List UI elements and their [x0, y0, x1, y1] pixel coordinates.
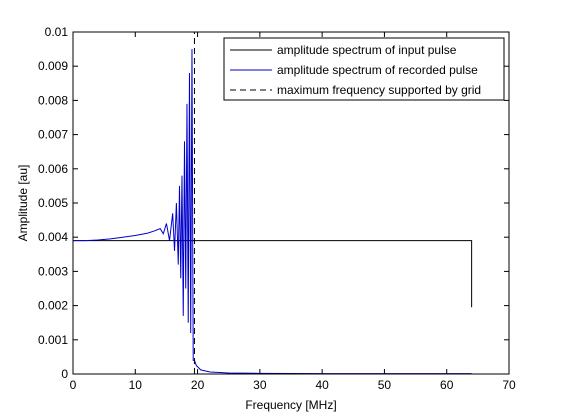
y-tick-label: 0.003: [38, 264, 68, 278]
ticks-layer: 0 10 20 30 40 50 60 70 0 0.001 0.002 0.003 0.004 0.00…: [38, 25, 516, 392]
x-tick-label: 20: [191, 378, 205, 392]
legend-label-input-pulse: amplitude spectrum of input pulse: [277, 43, 457, 57]
x-tick-label: 50: [378, 378, 392, 392]
y-tick-label: 0.009: [38, 59, 68, 73]
y-tick-label: 0.005: [38, 196, 68, 210]
y-tick-label: 0.002: [38, 299, 68, 313]
x-tick-label: 10: [129, 378, 143, 392]
legend: amplitude spectrum of input pulse amplit…: [223, 37, 505, 101]
x-tick-label: 0: [70, 378, 77, 392]
x-tick-label: 40: [315, 378, 329, 392]
y-tick-label: 0.007: [38, 128, 68, 142]
y-tick-label: 0.008: [38, 93, 68, 107]
x-tick-label: 30: [253, 378, 267, 392]
legend-label-recorded-pulse: amplitude spectrum of recorded pulse: [277, 63, 478, 77]
x-tick-label: 70: [502, 378, 516, 392]
x-axis-label: Frequency [MHz]: [245, 398, 336, 412]
x-tick-label: 60: [440, 378, 454, 392]
y-tick-label: 0.01: [45, 25, 69, 39]
y-axis-label: Amplitude [au]: [16, 165, 30, 242]
legend-label-max-frequency: maximum frequency supported by grid: [277, 83, 481, 97]
recorded-pulse-line: [73, 49, 472, 375]
y-tick-label: 0: [61, 367, 68, 381]
y-tick-label: 0.004: [38, 230, 68, 244]
y-tick-label: 0.001: [38, 333, 68, 347]
series-layer: [73, 32, 473, 375]
y-tick-label: 0.006: [38, 162, 68, 176]
